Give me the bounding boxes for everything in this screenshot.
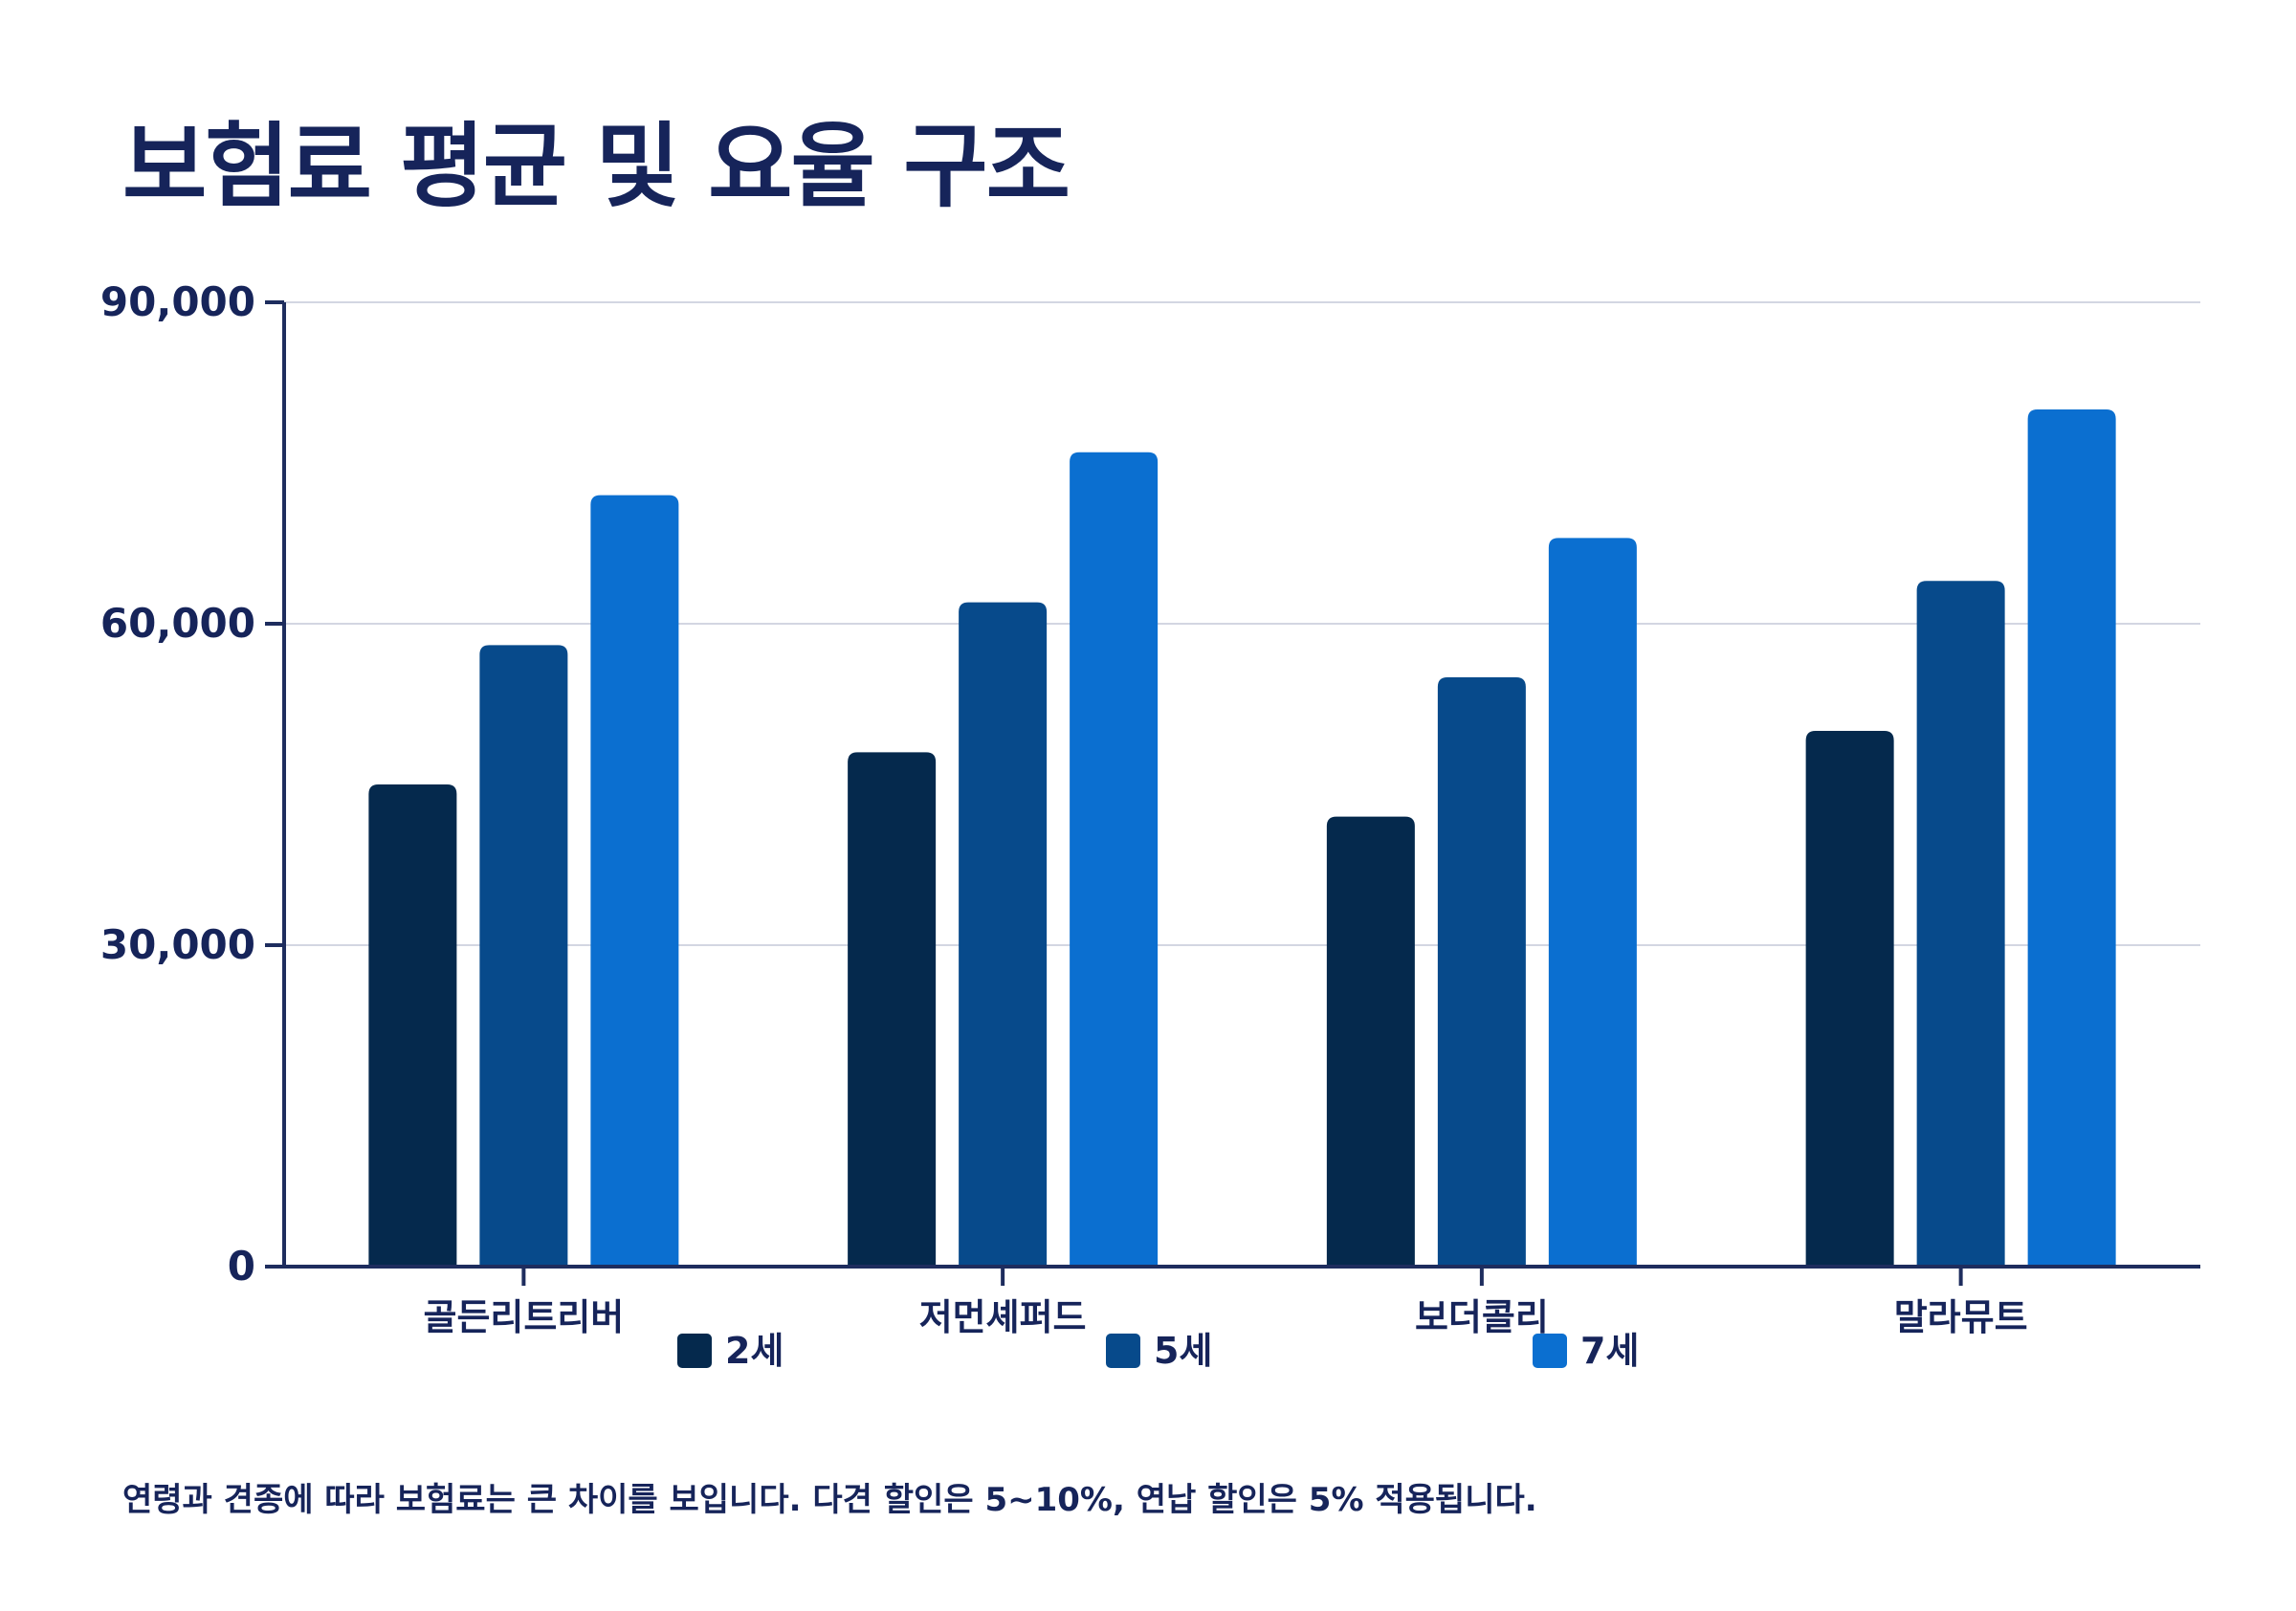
bar (1805, 731, 1894, 1267)
bar (479, 645, 568, 1267)
x-tick-labels: 골든리트리버 저먼셰퍼드 보더콜리 말라뮤트 (423, 1296, 2027, 1338)
bar (1548, 538, 1637, 1267)
x-tick-label: 말라뮤트 (1894, 1296, 2028, 1338)
bar (368, 784, 457, 1267)
y-tick-label: 30,000 (100, 921, 255, 968)
bar (848, 752, 937, 1267)
y-tick-label: 0 (228, 1243, 255, 1290)
bar (1437, 677, 1526, 1267)
x-tick-label: 골든리트리버 (423, 1296, 624, 1338)
legend-swatch (1533, 1334, 1567, 1368)
gridlines (284, 301, 2200, 946)
legend-label: 5세 (1154, 1330, 1212, 1372)
legend-label: 2세 (725, 1330, 784, 1372)
axes (265, 300, 2200, 1286)
y-tick-label: 90,000 (100, 278, 255, 325)
footnote: 연령과 견종에 따라 보험료는 큰 차이를 보입니다. 다견 할인은 5~10%… (122, 1481, 1537, 1519)
y-tick-label: 60,000 (100, 600, 255, 647)
x-tick-label: 보더콜리 (1415, 1296, 1549, 1338)
bars (368, 409, 2116, 1267)
bar (1916, 581, 2005, 1267)
legend-swatch (677, 1334, 712, 1368)
legend-swatch (1106, 1334, 1140, 1368)
x-tick-label: 저먼셰퍼드 (919, 1296, 1087, 1338)
bar (959, 602, 1048, 1267)
bar (590, 495, 679, 1267)
chart-title: 보험료 평균 및 요율 구조 (122, 113, 1071, 220)
legend-label: 7세 (1580, 1330, 1639, 1372)
bar (2027, 409, 2116, 1267)
legend: 2세 5세 7세 (677, 1330, 1639, 1372)
bar (1070, 452, 1159, 1267)
bar (1326, 816, 1415, 1267)
y-tick-labels: 0 30,000 60,000 90,000 (100, 278, 255, 1290)
